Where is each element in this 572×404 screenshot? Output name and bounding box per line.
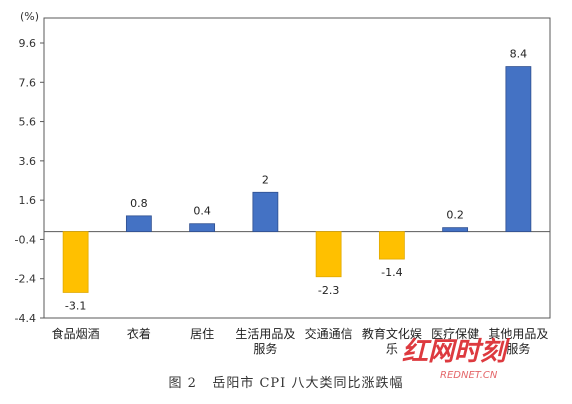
category-label: 交通通信 <box>305 326 353 341</box>
category-label: 衣着 <box>127 326 151 341</box>
category-label: 教育文化娱 <box>362 326 422 341</box>
bar-value-label: 0.8 <box>130 197 148 210</box>
bar <box>252 191 279 232</box>
y-tick-label: 3.6 <box>19 155 37 168</box>
bar <box>378 231 405 260</box>
y-tick-label: 5.6 <box>19 116 37 129</box>
bar <box>315 231 342 278</box>
y-tick-label: -4.4 <box>15 312 36 325</box>
y-axis-unit-label: (%) <box>20 10 39 23</box>
bar <box>505 66 532 232</box>
bar-value-label: -3.1 <box>65 299 86 312</box>
category-label: 医疗保健 <box>431 327 479 341</box>
category-label: 乐 <box>386 342 398 356</box>
bar-value-label: 2 <box>262 173 269 186</box>
category-label: 食品烟酒 <box>52 326 100 341</box>
y-tick-label: -0.4 <box>15 233 36 246</box>
category-label: 服务 <box>506 341 530 356</box>
bar-value-label: 0.4 <box>193 205 211 218</box>
category-label: 居住 <box>190 327 214 341</box>
y-tick-label: -2.4 <box>15 273 36 286</box>
bar-value-label: -1.4 <box>381 266 402 279</box>
bar <box>442 227 469 232</box>
category-label: 服务 <box>253 341 277 356</box>
bar-value-label: -2.3 <box>318 284 339 297</box>
y-tick-label: 7.6 <box>19 76 37 89</box>
plot-area-frame <box>43 17 551 319</box>
y-tick-label: 1.6 <box>19 194 37 207</box>
figure-caption: 图 2 岳阳市 CPI 八大类同比涨跌幅 <box>168 376 404 391</box>
bar <box>125 215 152 232</box>
category-label: 其他用品及 <box>488 327 548 341</box>
bar-value-label: 8.4 <box>510 48 528 61</box>
category-label: 生活用品及 <box>235 327 295 341</box>
y-tick-label: 9.6 <box>19 37 37 50</box>
bar-value-label: 0.2 <box>446 209 464 222</box>
bar <box>189 223 216 232</box>
bar <box>62 231 89 293</box>
